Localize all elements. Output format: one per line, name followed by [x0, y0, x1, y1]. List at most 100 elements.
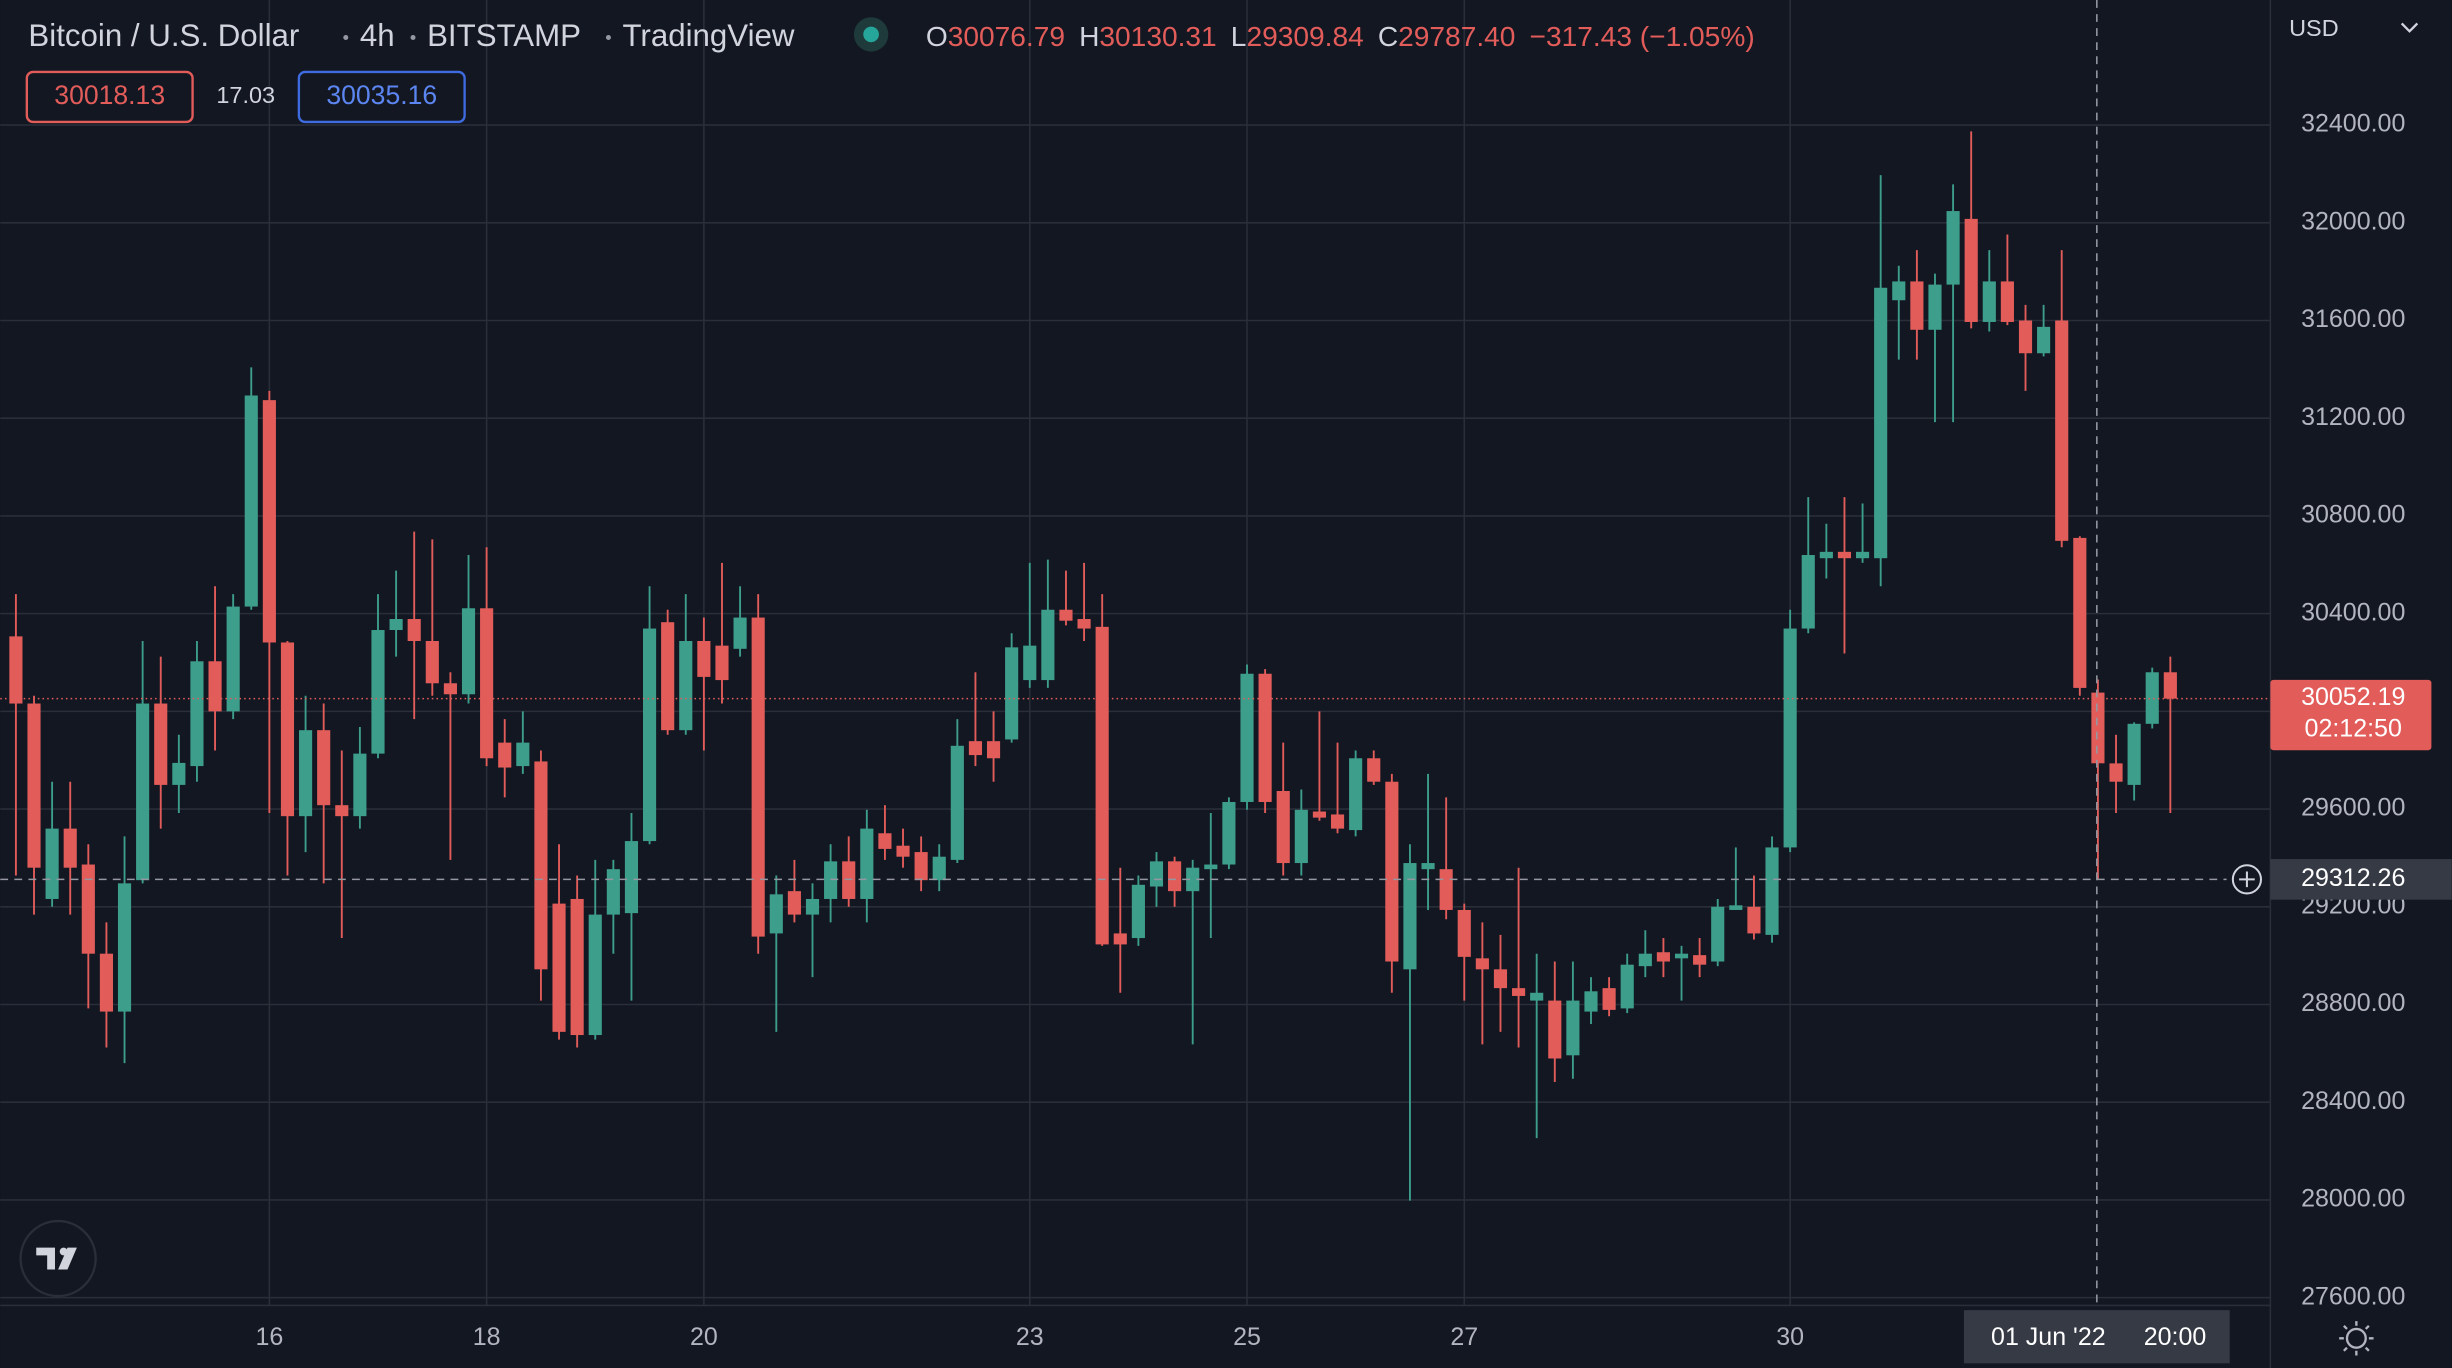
change: −317.43 (−1.05%): [1530, 22, 1755, 53]
candle-body: [1548, 1000, 1562, 1059]
candle-body: [1385, 781, 1399, 962]
candle-body: [1095, 626, 1109, 945]
add-alert-plus: [2239, 871, 2255, 888]
candle-body: [317, 730, 331, 806]
candle-body: [1892, 281, 1906, 301]
candle-body: [1584, 991, 1598, 1012]
candle-body: [1602, 988, 1616, 1010]
candle-body: [842, 861, 856, 899]
candle-body: [1855, 551, 1870, 559]
candle-body: [932, 856, 946, 881]
candle-body: [1693, 955, 1707, 965]
candle-body: [353, 753, 367, 817]
candle-body: [2091, 692, 2105, 764]
candle-body: [1475, 958, 1489, 970]
candle-body: [117, 883, 132, 1012]
candle-body: [661, 622, 675, 731]
candle-body: [896, 845, 910, 857]
settings-icon[interactable]: [2339, 1321, 2374, 1356]
ohlc-value: 30076.79: [948, 22, 1065, 53]
sell-price[interactable]: 30018.13: [54, 80, 165, 110]
candle-body: [190, 661, 204, 767]
candle-body: [1367, 758, 1381, 782]
candle-body: [1620, 964, 1634, 1009]
x-tick-label: 18: [473, 1323, 501, 1351]
candle-body: [498, 742, 512, 768]
candle-body: [642, 628, 657, 842]
crosshair-date: 01 Jun '22: [1991, 1323, 2106, 1351]
y-tick-label: 30400.00: [2301, 598, 2405, 626]
ohlc-value: 29787.40: [1398, 22, 1515, 53]
y-tick-label: 31200.00: [2301, 403, 2405, 431]
candle-body: [1077, 619, 1091, 629]
candle-body: [208, 661, 222, 712]
y-tick-label: 28000.00: [2301, 1185, 2405, 1213]
candle-body: [715, 645, 729, 681]
candle-body: [1765, 847, 1779, 935]
currency-dropdown[interactable]: [2400, 22, 2419, 33]
candle-body: [1982, 281, 1996, 322]
candle-body: [389, 619, 403, 631]
candle-body: [1349, 758, 1363, 831]
ohlc-label: H: [1079, 22, 1099, 53]
x-tick-label: 27: [1450, 1323, 1478, 1351]
candle-body: [787, 891, 801, 915]
candle-body: [172, 762, 186, 785]
candle-body: [480, 608, 494, 759]
candle-body: [1729, 905, 1743, 910]
x-tick-label: 25: [1233, 1323, 1261, 1351]
buy-box[interactable]: [297, 70, 466, 124]
candle-body: [136, 703, 150, 881]
ohlc-legend: O30076.79 H30130.31 L29309.84 C29787.40 −317…: [926, 22, 1755, 53]
candle-body: [552, 903, 566, 1032]
candle-body: [1222, 801, 1236, 865]
candle-body: [606, 869, 620, 915]
separator: [410, 35, 416, 41]
candle-body: [2163, 672, 2177, 699]
currency[interactable]: USD: [2289, 15, 2338, 41]
candle-body: [335, 805, 349, 817]
candle-body: [1493, 969, 1508, 989]
candle-body: [1005, 647, 1019, 740]
candle-body: [570, 898, 584, 1036]
candle-body: [2055, 320, 2069, 541]
buy-price[interactable]: 30035.16: [326, 80, 437, 110]
sell-box[interactable]: [25, 70, 194, 124]
candle-body: [751, 617, 765, 937]
candle-body: [27, 703, 41, 868]
candle-body: [443, 683, 457, 695]
candle-body: [280, 642, 295, 817]
candle-body: [1457, 909, 1471, 957]
candle-body: [860, 828, 874, 899]
candle-body: [1439, 869, 1453, 910]
candle-body: [878, 833, 892, 849]
candle-body: [1186, 867, 1200, 892]
candle-body: [45, 828, 59, 899]
candle-body: [1131, 884, 1145, 939]
y-tick-label: 32000.00: [2301, 207, 2405, 235]
candle-body: [1801, 555, 1815, 629]
candle-body: [805, 898, 820, 915]
candle-body: [1928, 284, 1942, 330]
candle-body: [1276, 790, 1290, 864]
candle-body: [1113, 933, 1127, 945]
candle-body: [1747, 906, 1761, 934]
logo[interactable]: [19, 1219, 97, 1298]
crosshair-time: 20:00: [2144, 1323, 2207, 1351]
candle-body: [461, 608, 476, 695]
candle-body: [1819, 551, 1833, 559]
candle-body: [2018, 320, 2033, 354]
candle-body: [1566, 1000, 1580, 1056]
candle-body: [534, 761, 548, 970]
x-tick-label: 16: [255, 1323, 283, 1351]
candle-body: [1874, 287, 1888, 559]
candle-body: [1674, 953, 1689, 959]
logo-dot: [59, 1247, 68, 1256]
candle-body: [1946, 211, 1960, 285]
y-tick-label: 27600.00: [2301, 1282, 2405, 1310]
interval[interactable]: 4h: [360, 18, 395, 53]
candle-body: [81, 864, 95, 954]
market-status[interactable]: [863, 26, 879, 43]
candle-body: [1910, 281, 1924, 330]
